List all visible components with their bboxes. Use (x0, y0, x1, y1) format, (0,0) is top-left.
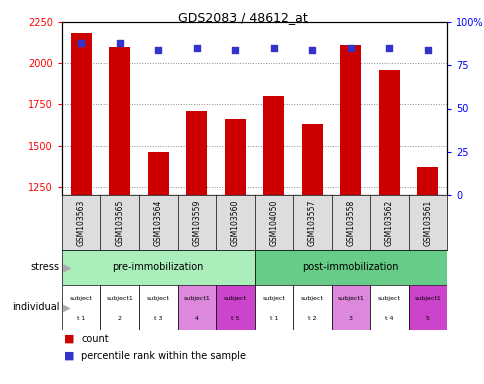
Text: stress: stress (30, 263, 60, 273)
Text: ■: ■ (64, 334, 75, 344)
Point (269, 45, 277, 51)
Text: ▶: ▶ (60, 263, 70, 273)
Text: 3: 3 (348, 316, 352, 321)
Text: post-immobilization: post-immobilization (302, 263, 398, 273)
Text: subject: subject (147, 296, 169, 301)
Text: GSM104050: GSM104050 (269, 199, 278, 246)
Point (231, 46, 239, 53)
Text: subject1: subject1 (413, 296, 440, 301)
Point (346, 45, 354, 51)
Text: GSM103562: GSM103562 (384, 199, 393, 246)
Bar (186, 111, 207, 195)
Bar (254, 250, 446, 285)
Bar (62, 285, 100, 330)
Text: t 5: t 5 (230, 316, 239, 321)
Text: GSM103560: GSM103560 (230, 199, 239, 246)
Text: subject1: subject1 (183, 296, 210, 301)
Bar (224, 119, 245, 195)
Text: t 1: t 1 (269, 316, 277, 321)
Point (77, 40, 85, 46)
Text: GDS2083 / 48612_at: GDS2083 / 48612_at (177, 12, 307, 25)
Text: subject: subject (300, 296, 323, 301)
Bar (177, 285, 215, 330)
Text: subject1: subject1 (337, 296, 363, 301)
Text: ■: ■ (64, 351, 75, 361)
Bar (71, 33, 91, 195)
Point (423, 46, 431, 53)
Bar (139, 285, 177, 330)
Bar (369, 285, 408, 330)
Bar (292, 285, 331, 330)
Text: t 2: t 2 (307, 316, 316, 321)
Bar (408, 285, 446, 330)
Text: 2: 2 (118, 316, 121, 321)
Bar (62, 250, 254, 285)
Text: pre-immobilization: pre-immobilization (112, 263, 203, 273)
Text: 5: 5 (425, 316, 429, 321)
Point (116, 40, 123, 46)
Bar (416, 167, 438, 195)
Bar (263, 96, 284, 195)
Bar (109, 47, 130, 195)
Text: GSM103559: GSM103559 (192, 199, 201, 246)
Text: ▶: ▶ (64, 263, 72, 273)
Text: individual: individual (12, 303, 60, 313)
Point (385, 45, 393, 51)
Bar (100, 285, 139, 330)
Text: 4: 4 (195, 316, 198, 321)
Bar (147, 152, 168, 195)
Bar (378, 70, 399, 195)
Text: GSM103561: GSM103561 (423, 199, 431, 246)
Bar (301, 124, 322, 195)
Text: t 1: t 1 (77, 316, 85, 321)
Text: ▶: ▶ (60, 303, 70, 313)
Text: GSM103558: GSM103558 (346, 199, 354, 246)
Point (154, 46, 162, 53)
Text: GSM103565: GSM103565 (115, 199, 124, 246)
Text: GSM103557: GSM103557 (307, 199, 316, 246)
Text: GSM103564: GSM103564 (153, 199, 163, 246)
Text: subject: subject (262, 296, 285, 301)
Text: count: count (81, 334, 109, 344)
Bar (339, 45, 361, 195)
Text: subject: subject (377, 296, 400, 301)
Text: percentile rank within the sample: percentile rank within the sample (81, 351, 246, 361)
Text: t 4: t 4 (384, 316, 393, 321)
Text: subject: subject (70, 296, 92, 301)
Bar (254, 285, 292, 330)
Bar (331, 285, 369, 330)
Point (193, 45, 200, 51)
Text: GSM103563: GSM103563 (76, 199, 86, 246)
Text: t 3: t 3 (154, 316, 162, 321)
Bar (215, 285, 254, 330)
Text: subject: subject (223, 296, 246, 301)
Point (308, 46, 316, 53)
Text: subject1: subject1 (106, 296, 133, 301)
